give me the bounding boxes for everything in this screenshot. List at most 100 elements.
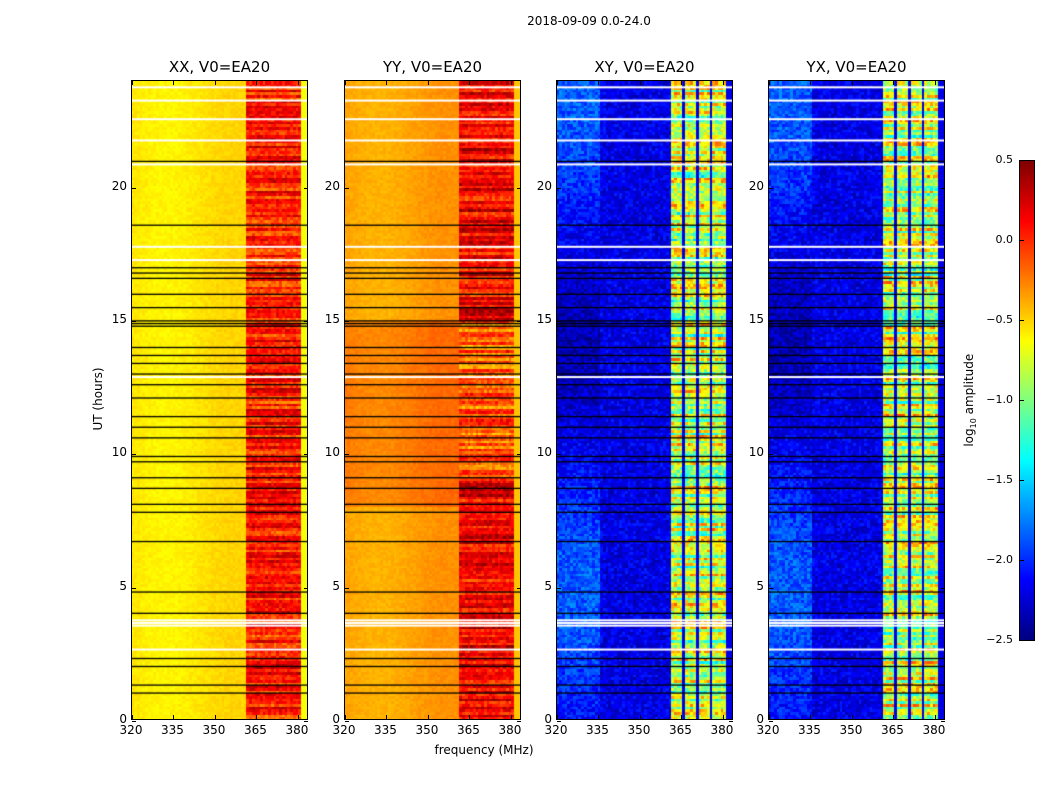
colorbar-tick-mark bbox=[1020, 640, 1024, 641]
x-tick-mark bbox=[851, 715, 853, 719]
y-tick-mark bbox=[304, 721, 308, 722]
x-tick-mark bbox=[132, 715, 133, 719]
y-tick-mark bbox=[729, 187, 733, 189]
x-tick-mark bbox=[173, 715, 175, 719]
x-tick-mark bbox=[510, 715, 512, 719]
panel-title: XY, V0=EA20 bbox=[594, 58, 695, 76]
x-tick-mark bbox=[386, 715, 388, 719]
y-tick-mark bbox=[345, 321, 349, 322]
y-tick-mark bbox=[941, 587, 945, 589]
y-tick-mark bbox=[557, 721, 561, 722]
heatmap-canvas bbox=[769, 81, 944, 719]
colorbar-tick-label: −2.5 bbox=[986, 633, 1013, 646]
y-tick-mark bbox=[345, 454, 349, 456]
heatmap-canvas bbox=[345, 81, 520, 719]
x-tick-label: 350 bbox=[415, 723, 439, 737]
colorbar-tick-label: 0.5 bbox=[995, 153, 1014, 166]
y-tick-label: 5 bbox=[756, 578, 764, 593]
colorbar-tick-label: −2.0 bbox=[986, 553, 1013, 566]
colorbar-tick-mark bbox=[1020, 160, 1024, 161]
colorbar-tick-label: −1.5 bbox=[986, 473, 1013, 486]
x-tick-label: 320 bbox=[544, 723, 568, 737]
colorbar-tick-label: 0.0 bbox=[995, 233, 1014, 246]
y-tick-mark bbox=[769, 454, 773, 456]
x-tick-label: 320 bbox=[119, 723, 143, 737]
x-tick-label: 380 bbox=[710, 723, 734, 737]
figure-title: 2018-09-09 0.0-24.0 bbox=[527, 14, 651, 28]
colorbar-tick-mark bbox=[1020, 480, 1024, 481]
x-tick-label: 365 bbox=[457, 723, 480, 737]
panel-title: XX, V0=EA20 bbox=[168, 58, 271, 76]
y-tick-label: 0 bbox=[332, 712, 340, 726]
x-tick-mark bbox=[256, 715, 258, 719]
colorbar-tick-mark bbox=[1020, 320, 1024, 321]
y-tick-mark bbox=[304, 454, 308, 456]
y-tick-mark bbox=[132, 187, 136, 189]
x-tick-mark bbox=[173, 81, 175, 85]
x-tick-label: 335 bbox=[374, 723, 397, 737]
x-tick-mark bbox=[557, 715, 558, 719]
x-tick-mark bbox=[722, 715, 724, 719]
heatmap-panel bbox=[131, 80, 308, 722]
y-tick-mark bbox=[345, 587, 349, 589]
panel-title: YY, V0=EA20 bbox=[382, 58, 483, 76]
y-tick-mark bbox=[517, 187, 521, 189]
y-tick-mark bbox=[132, 587, 136, 589]
y-tick-mark bbox=[729, 321, 733, 322]
x-tick-mark bbox=[345, 715, 346, 719]
x-tick-mark bbox=[934, 715, 936, 719]
y-tick-mark bbox=[132, 321, 136, 322]
x-tick-mark bbox=[386, 81, 388, 85]
y-tick-mark bbox=[517, 454, 521, 456]
colorbar-tick-mark bbox=[1020, 240, 1024, 241]
x-tick-mark bbox=[557, 81, 558, 85]
y-tick-mark bbox=[769, 321, 773, 322]
y-tick-mark bbox=[769, 721, 773, 722]
colorbar-tick-mark bbox=[1020, 560, 1024, 561]
x-tick-mark bbox=[598, 715, 600, 719]
x-axis-label: frequency (MHz) bbox=[434, 743, 534, 757]
x-tick-mark bbox=[934, 81, 936, 85]
x-tick-mark bbox=[810, 715, 812, 719]
y-tick-label: 10 bbox=[748, 445, 764, 460]
y-tick-label: 20 bbox=[111, 178, 127, 193]
x-tick-mark bbox=[297, 81, 299, 85]
x-tick-mark bbox=[427, 715, 429, 719]
heatmap-panel bbox=[344, 80, 521, 722]
x-tick-mark bbox=[810, 81, 812, 85]
x-tick-mark bbox=[345, 81, 346, 85]
y-tick-mark bbox=[517, 721, 521, 722]
x-tick-mark bbox=[769, 715, 770, 719]
x-tick-mark bbox=[769, 81, 770, 85]
heatmap-canvas bbox=[132, 81, 307, 719]
y-tick-mark bbox=[557, 187, 561, 189]
y-tick-mark bbox=[345, 187, 349, 189]
x-tick-mark bbox=[598, 81, 600, 85]
heatmap-canvas bbox=[557, 81, 732, 719]
y-tick-mark bbox=[729, 587, 733, 589]
y-tick-mark bbox=[941, 454, 945, 456]
y-tick-mark bbox=[517, 587, 521, 589]
x-tick-label: 365 bbox=[244, 723, 267, 737]
y-tick-mark bbox=[345, 721, 349, 722]
y-tick-label: 0 bbox=[544, 712, 552, 726]
y-tick-mark bbox=[557, 454, 561, 456]
y-tick-label: 5 bbox=[332, 578, 340, 593]
panel-title: YX, V0=EA20 bbox=[806, 58, 907, 76]
y-tick-mark bbox=[729, 721, 733, 722]
y-tick-label: 10 bbox=[324, 445, 340, 460]
colorbar-tick-mark bbox=[1020, 400, 1024, 401]
x-tick-mark bbox=[469, 715, 471, 719]
y-tick-label: 5 bbox=[544, 578, 552, 593]
x-tick-label: 350 bbox=[202, 723, 226, 737]
y-tick-mark bbox=[517, 321, 521, 322]
x-tick-mark bbox=[851, 81, 853, 85]
colorbar-tick-label: −0.5 bbox=[986, 313, 1013, 326]
y-tick-mark bbox=[769, 187, 773, 189]
y-axis-label: UT (hours) bbox=[91, 367, 105, 431]
x-tick-label: 350 bbox=[627, 723, 651, 737]
y-tick-mark bbox=[132, 454, 136, 456]
y-tick-mark bbox=[557, 321, 561, 322]
y-tick-label: 15 bbox=[748, 312, 764, 326]
y-tick-mark bbox=[304, 187, 308, 189]
